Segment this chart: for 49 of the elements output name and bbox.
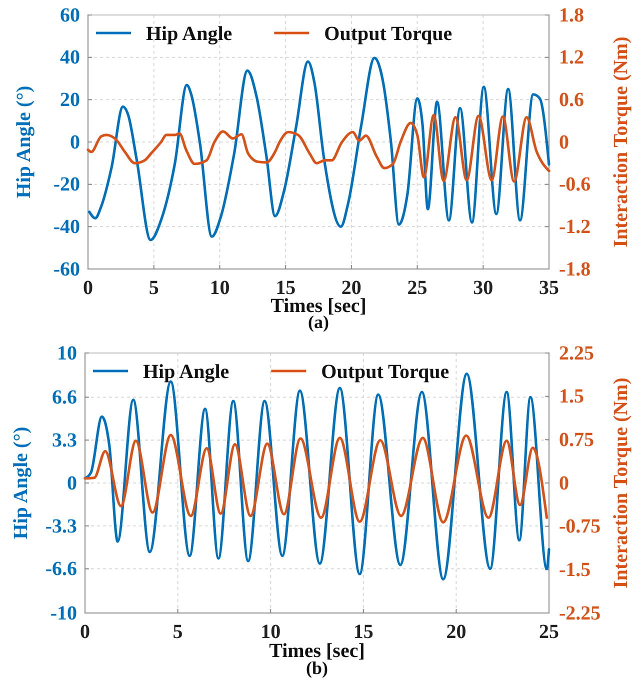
y-tick-label: -3.3	[45, 515, 77, 538]
line-series	[88, 56, 550, 242]
y2-axis-title: Interaction Torque (Nm)	[610, 36, 632, 248]
x-tick-label: 30	[473, 277, 494, 299]
y2-tick-label: 0.75	[559, 429, 594, 452]
y2-tick-label: 1.2	[559, 46, 584, 69]
line-series	[84, 434, 548, 524]
y2-tick-label: -0.6	[559, 174, 591, 196]
x-tick-label: 5	[172, 621, 183, 643]
x-tick-label: 25	[539, 621, 559, 643]
line-series	[86, 114, 550, 183]
y-tick-label: -20	[53, 174, 80, 196]
y-tick-label: 20	[60, 89, 80, 112]
y2-tick-label: 2.25	[559, 342, 594, 364]
legend-label: Hip Angle	[146, 23, 232, 45]
y2-tick-label: -1.8	[559, 258, 591, 280]
legend-label: Output Torque	[324, 23, 452, 45]
y2-tick-label: -1.5	[559, 559, 591, 582]
y-axis-title: Hip Angle (°)	[10, 426, 32, 540]
y-tick-label: 6.6	[52, 386, 77, 409]
y-tick-label: 0	[67, 472, 77, 494]
y2-tick-label: -0.75	[559, 516, 601, 538]
y-tick-label: 10	[57, 342, 77, 364]
x-tick-label: 35	[539, 277, 559, 299]
y-tick-label: -40	[53, 216, 80, 238]
y-tick-label: -6.6	[45, 558, 77, 580]
y-tick-label: 60	[60, 4, 80, 26]
x-tick-label: 10	[210, 277, 230, 299]
y-tick-label: 0	[70, 131, 80, 154]
y-tick-label: 3.3	[52, 430, 77, 452]
legend-label: Hip Angle	[143, 361, 230, 383]
y-tick-label: -10	[50, 602, 77, 624]
y2-tick-label: 0	[559, 472, 569, 494]
legend-label: Output Torque	[321, 361, 450, 383]
y2-tick-label: 1.5	[559, 386, 584, 408]
x-tick-label: 15	[353, 621, 374, 643]
y2-tick-label: 1.8	[559, 4, 584, 26]
y-axis-title: Hip Angle (°)	[13, 86, 35, 198]
y2-axis-title: Interaction Torque (Nm)	[610, 378, 632, 588]
x-tick-label: 25	[407, 277, 428, 299]
y2-tick-label: 0.6	[559, 89, 584, 112]
x-tick-label: 20	[446, 621, 466, 643]
x-tick-label: 5	[148, 277, 159, 299]
y-tick-label: -60	[53, 258, 80, 280]
y-tick-label: 40	[60, 46, 80, 69]
y2-tick-label: -2.25	[559, 602, 601, 624]
y2-tick-label: -1.2	[559, 216, 591, 238]
x-tick-label: 10	[260, 621, 281, 643]
y2-tick-label: 0	[559, 131, 569, 154]
